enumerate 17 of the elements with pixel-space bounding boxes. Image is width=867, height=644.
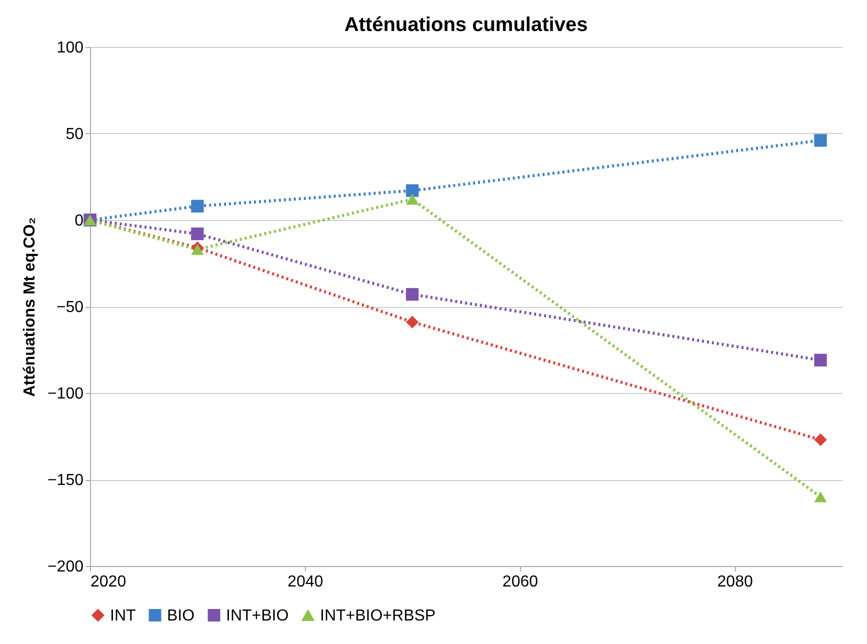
y-tick-label: 100 xyxy=(56,40,84,56)
y-tick-label: −100 xyxy=(47,386,84,402)
y-tick-label: 50 xyxy=(66,126,84,143)
x-tick-label: 2080 xyxy=(717,574,753,590)
legend-label: INT+BIO xyxy=(226,607,289,624)
y-tick-label: 0 xyxy=(74,212,84,230)
x-tick-label: 2020 xyxy=(90,574,126,590)
legend-label: BIO xyxy=(167,607,195,624)
x-tick-label: 2040 xyxy=(288,574,324,590)
legend-label: INT xyxy=(110,607,136,624)
y-tick-label: −200 xyxy=(47,558,84,576)
x-tick-label: 2060 xyxy=(502,574,538,590)
y-tick-label: −50 xyxy=(56,299,84,316)
chart-title: Atténuations cumulatives xyxy=(344,14,588,36)
y-axis-title: Atténuations Mt eq.CO₂ xyxy=(21,217,38,397)
y-tick-label: −150 xyxy=(47,472,84,489)
legend-label: INT+BIO+RBSP xyxy=(320,608,436,624)
